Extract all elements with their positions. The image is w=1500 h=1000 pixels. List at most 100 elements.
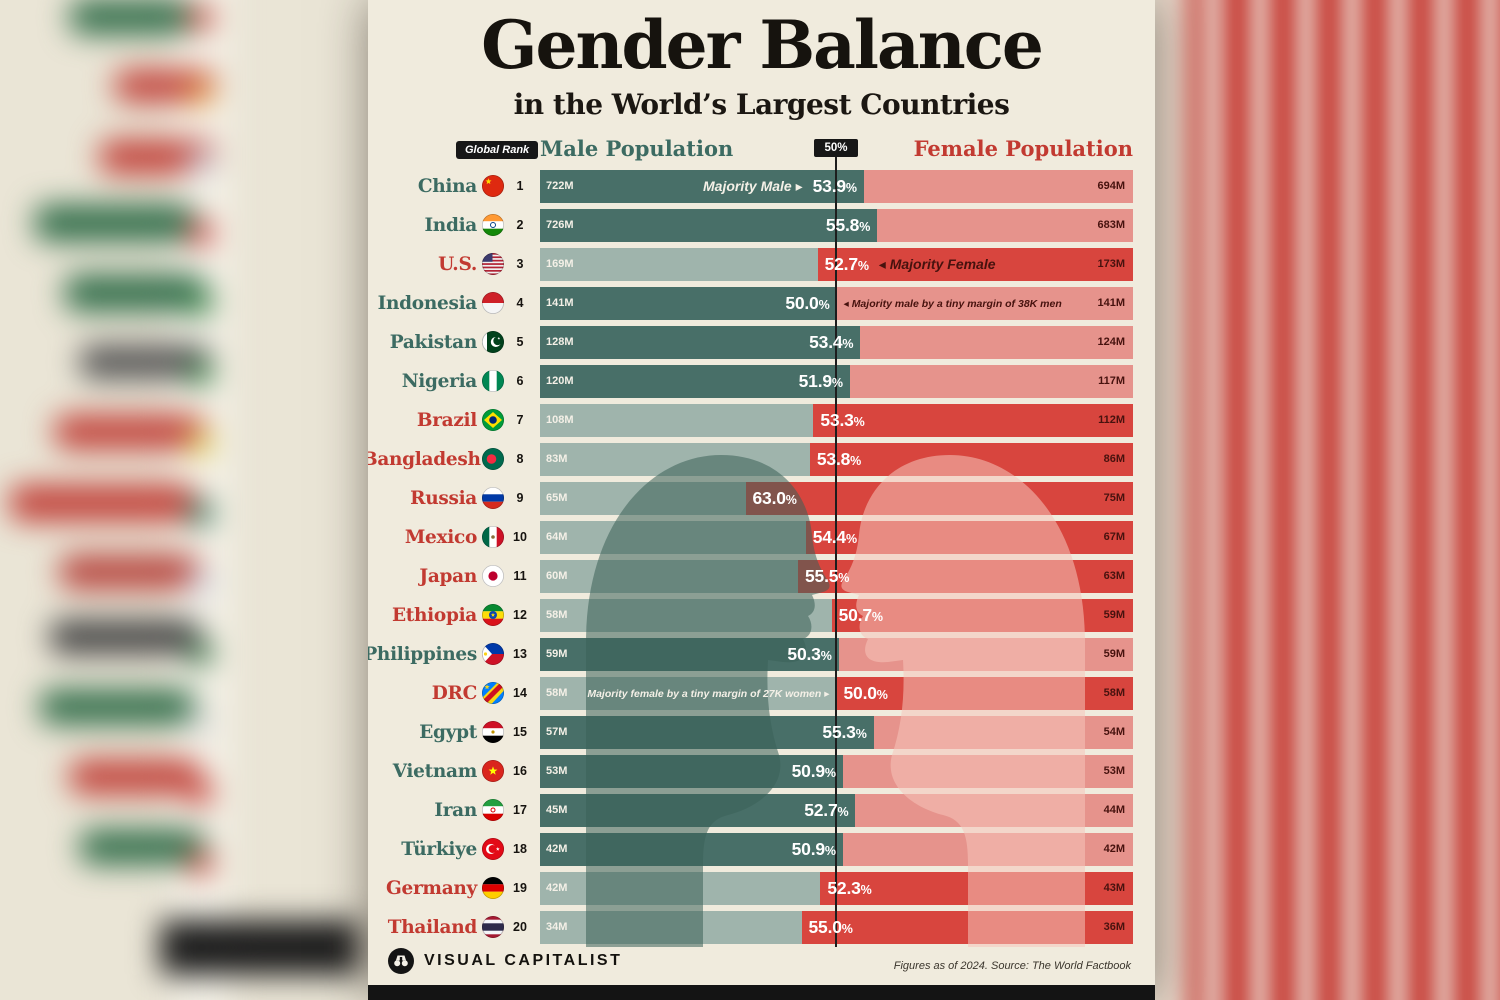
female-bar [855,794,1133,827]
global-rank-value: 5 [516,335,524,349]
global-rank-value: 2 [516,218,524,232]
majority-percent: 53.3% [820,410,865,430]
country-row: Thailand 20 34M 36M 55.0% [368,911,1155,944]
global-rank-value: 11 [513,569,527,583]
male-population-value: 42M [546,843,568,855]
bottom-bar [368,985,1155,1000]
majority-percent: 55.3% [822,722,867,742]
male-population-value: 726M [546,219,574,231]
flag-icon-japan [481,564,505,588]
female-bar [877,209,1133,242]
majority-percent: 50.0% [785,293,830,313]
country-row: Ethiopia 12 58M 59M 50.7% [368,599,1155,632]
majority-annotation: Majority Male ▸ [703,178,803,194]
country-row: Mexico 10 64M 67M 54.4% [368,521,1155,554]
male-bar [540,599,832,632]
flag-icon-ethiopia [481,603,505,627]
majority-percent: 52.3% [827,878,872,898]
country-row: Türkiye 18 42M 42M 50.9% [368,833,1155,866]
country-row: Japan 11 60M 63M 55.5% [368,560,1155,593]
male-bar [540,404,814,437]
male-population-value: 34M [546,921,568,933]
male-population-value: 58M [546,609,568,621]
country-row: Russia 9 65M 75M 63.0% [368,482,1155,515]
flag-icon-russia [481,486,505,510]
majority-percent: 50.7% [838,605,883,625]
female-population-header: Female Population [913,136,1133,161]
female-population-value: 124M [1097,336,1125,348]
male-population-value: 57M [546,726,568,738]
majority-percent: 55.0% [808,917,853,937]
male-population-value: 59M [546,648,568,660]
male-population-value: 58M [546,687,568,699]
male-bar [540,521,806,554]
global-rank-value: 15 [513,725,527,739]
male-population-value: 120M [546,375,574,387]
majority-annotation: ◂ Majority male by a tiny margin of 38K … [843,297,1062,310]
male-bar [540,482,746,515]
brand-name: VISUAL CAPITALIST [424,952,623,969]
global-rank-badge: Global Rank [456,141,539,159]
female-bar [863,170,1133,203]
global-rank-value: 1 [516,179,524,193]
global-rank-value: 8 [516,452,524,466]
country-row: India 2 726M 683M 55.8% [368,209,1155,242]
flag-icon-turkiye [481,837,505,861]
country-label: Bangladesh [368,449,481,470]
country-label: Germany [386,878,477,899]
male-population-value: 65M [546,492,568,504]
female-population-value: 683M [1097,219,1125,231]
female-population-value: 44M [1103,804,1125,816]
female-population-value: 59M [1103,609,1125,621]
female-bar [849,365,1133,398]
flag-icon-indonesia [481,291,505,315]
flag-icon-bangladesh [481,447,505,471]
country-label: Egypt [419,722,477,743]
gender-balance-chart: China 1 722M 694M Majority Male ▸ 53.9% India 2… [368,0,1155,1000]
global-rank-value: 18 [513,842,527,856]
female-population-value: 117M [1098,375,1125,387]
global-rank-value: 16 [513,764,527,778]
country-row: Nigeria 6 120M 117M 51.9% [368,365,1155,398]
global-rank-value: 14 [513,686,527,700]
flag-icon-iran [481,798,505,822]
blurred-backdrop-right [1155,0,1500,1000]
country-row: Vietnam 16 53M 53M 50.9% [368,755,1155,788]
country-row: Philippines 13 59M 59M 50.3% [368,638,1155,671]
male-bar [540,560,798,593]
male-bar [540,248,818,281]
country-row: DRC 14 58M 58M Majority female by a tiny mar… [368,677,1155,710]
female-bar [873,716,1133,749]
majority-percent: 53.4% [809,332,854,352]
female-population-value: 42M [1103,843,1125,855]
fifty-percent-line [835,152,837,947]
majority-percent: 50.9% [791,839,836,859]
flag-icon-germany [481,876,505,900]
male-bar [540,326,861,359]
male-population-value: 141M [546,297,574,309]
female-population-value: 53M [1103,765,1125,777]
female-population-value: 67M [1103,531,1125,543]
country-row: Indonesia 4 141M 141M 50.0% ◂ Majority male b… [368,287,1155,320]
female-bar [842,755,1133,788]
source-note: Figures as of 2024. Source: The World Fa… [893,960,1131,972]
majority-percent: 55.5% [805,566,850,586]
flag-icon-us [481,252,505,276]
male-population-value: 45M [546,804,568,816]
female-bar [860,326,1133,359]
country-row: Germany 19 42M 43M 52.3% [368,872,1155,905]
country-label: Brazil [416,410,477,431]
flag-icon-mexico [481,525,505,549]
global-rank-value: 3 [516,257,524,271]
country-label: Russia [410,488,477,509]
country-label: India [424,215,477,236]
flag-icon-india [481,213,505,237]
flag-icon-egypt [481,720,505,744]
male-population-value: 108M [546,414,574,426]
female-population-value: 59M [1103,648,1125,660]
infographic-title: Gender Balance [481,6,1044,84]
majority-annotation: Majority female by a tiny margin of 27K … [587,687,830,700]
female-population-value: 54M [1103,726,1125,738]
global-rank-value: 9 [516,491,524,505]
